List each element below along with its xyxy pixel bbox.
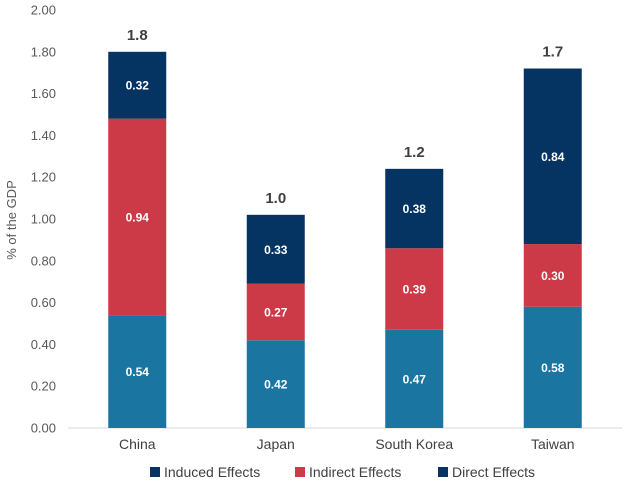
y-tick-label: 1.40 — [31, 128, 56, 143]
legend-label: Induced Effects — [164, 464, 260, 480]
y-tick-label: 0.60 — [31, 295, 56, 310]
legend: Induced Effects Indirect Effects Direct Ef… — [150, 464, 535, 480]
bar-segment — [523, 306, 582, 428]
legend-swatch — [295, 467, 305, 477]
data-label: 0.47 — [403, 372, 427, 386]
bar-segment — [108, 315, 167, 428]
y-tick-label: 1.20 — [31, 170, 56, 185]
bar-total-label: 1.7 — [542, 44, 563, 61]
legend-swatch — [438, 467, 448, 477]
data-label: 0.94 — [126, 210, 150, 224]
bar-segment — [246, 214, 305, 284]
legend-label: Indirect Effects — [309, 464, 401, 480]
x-tick-label: Japan — [257, 436, 295, 452]
x-tick-label: Taiwan — [531, 436, 575, 452]
bar-segment — [385, 248, 444, 330]
legend-swatch — [150, 467, 160, 477]
bar-segment — [385, 329, 444, 428]
bar-segment — [246, 340, 305, 428]
y-tick-label: 2.00 — [31, 3, 56, 18]
x-tick-label: China — [119, 436, 156, 452]
y-tick-label: 0.80 — [31, 253, 56, 268]
data-label: 0.84 — [541, 150, 565, 164]
bar-total-label: 1.2 — [404, 144, 425, 161]
bar-segment — [523, 244, 582, 307]
data-label: 0.38 — [403, 202, 427, 216]
data-label: 0.58 — [541, 361, 565, 375]
bar-segment — [385, 168, 444, 249]
y-axis-label: % of the GDP — [4, 180, 19, 259]
data-label: 0.33 — [264, 243, 288, 257]
y-tick-label: 1.80 — [31, 44, 56, 59]
y-tick-label: 0.40 — [31, 337, 56, 352]
bar-segment — [108, 51, 167, 119]
legend-label: Direct Effects — [452, 464, 535, 480]
data-label: 0.32 — [126, 79, 150, 93]
bar-segment — [523, 68, 582, 245]
data-label: 0.54 — [126, 365, 150, 379]
bar-segment — [108, 118, 167, 316]
bar-segment — [246, 283, 305, 341]
y-axis-ticks: 0.00 0.20 0.40 0.60 0.80 1.00 1.20 1.40 1.60 1.80… — [31, 3, 56, 436]
y-tick-label: 0.00 — [31, 421, 56, 436]
y-tick-label: 1.00 — [31, 212, 56, 227]
data-label: 0.42 — [264, 378, 288, 392]
bars-group: 0.54 0.94 0.32 1.8 0.42 0.27 0.33 1.0 0.47 0.39 0.… — [108, 27, 582, 428]
bar-total-label: 1.8 — [127, 27, 148, 44]
data-label: 0.30 — [541, 269, 565, 283]
y-tick-label: 1.60 — [31, 86, 56, 101]
y-tick-label: 0.20 — [31, 379, 56, 394]
x-tick-label: South Korea — [375, 436, 453, 452]
data-label: 0.27 — [264, 306, 288, 320]
bar-total-label: 1.0 — [265, 190, 286, 207]
x-axis-categories: China Japan South Korea Taiwan — [119, 436, 575, 452]
data-label: 0.39 — [403, 283, 427, 297]
